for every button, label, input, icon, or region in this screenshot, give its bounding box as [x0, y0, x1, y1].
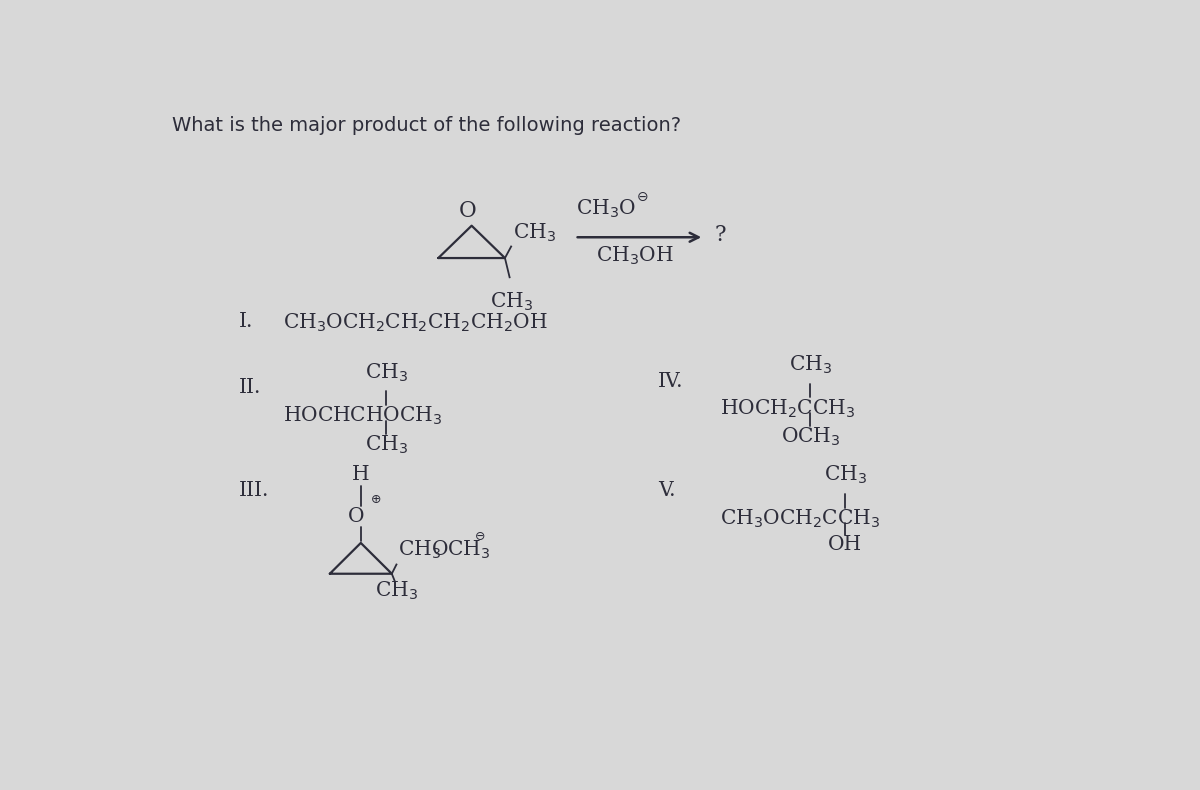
Text: HOCH$_2$CCH$_3$: HOCH$_2$CCH$_3$ [720, 397, 854, 419]
Text: CH$_3$O: CH$_3$O [576, 198, 636, 220]
Text: CH$_3$: CH$_3$ [490, 291, 533, 313]
Text: II.: II. [239, 378, 262, 397]
Text: O: O [348, 507, 365, 526]
Text: V.: V. [658, 481, 676, 500]
Text: CH$_3$: CH$_3$ [365, 361, 408, 384]
Text: CH$_3$: CH$_3$ [512, 222, 556, 244]
Text: CH$_3$OCH$_2$CCH$_3$: CH$_3$OCH$_2$CCH$_3$ [720, 507, 880, 530]
Text: CH$_3$: CH$_3$ [398, 539, 440, 562]
Text: ?: ? [714, 224, 726, 246]
Text: CH$_3$: CH$_3$ [823, 464, 866, 486]
Text: CH$_3$: CH$_3$ [365, 434, 408, 456]
Text: CH$_3$OCH$_2$CH$_2$CH$_2$CH$_2$OH: CH$_3$OCH$_2$CH$_2$CH$_2$CH$_2$OH [283, 312, 548, 334]
Text: CH$_3$OH: CH$_3$OH [595, 245, 673, 267]
Text: $\oplus$: $\oplus$ [370, 493, 382, 506]
Text: IV.: IV. [658, 372, 683, 391]
Text: $\ominus$: $\ominus$ [636, 190, 648, 204]
Text: $\ominus$: $\ominus$ [474, 530, 485, 543]
Text: H: H [352, 465, 370, 484]
Text: CH$_3$: CH$_3$ [374, 580, 418, 602]
Text: OCH$_3$: OCH$_3$ [780, 426, 840, 448]
Text: O: O [458, 200, 476, 222]
Text: I.: I. [239, 312, 253, 331]
Text: OH: OH [828, 536, 863, 555]
Text: What is the major product of the following reaction?: What is the major product of the followi… [172, 116, 680, 135]
Text: III.: III. [239, 481, 270, 500]
Text: CH$_3$: CH$_3$ [788, 354, 832, 376]
Text: OCH$_3$: OCH$_3$ [431, 539, 490, 562]
Text: HOCHCHOCH$_3$: HOCHCHOCH$_3$ [283, 405, 443, 427]
